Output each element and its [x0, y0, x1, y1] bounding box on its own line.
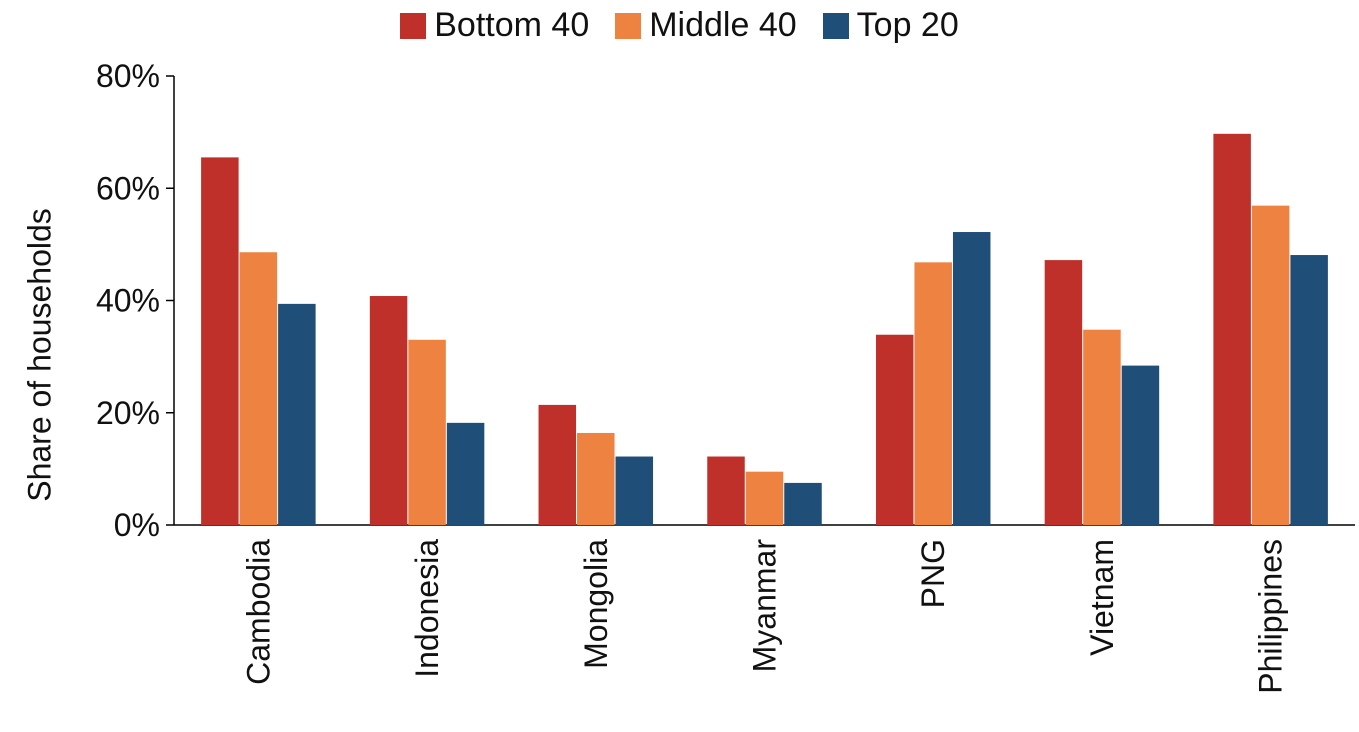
legend-item-bottom-40: Bottom 40 [400, 6, 589, 45]
legend-item-middle-40: Middle 40 [615, 6, 797, 45]
bar-middle-40 [914, 262, 952, 525]
bar-top-20 [1290, 255, 1328, 525]
bar-top-20 [615, 456, 654, 525]
bar-bottom-40 [875, 334, 914, 525]
x-tick-label: Myanmar [747, 539, 783, 673]
bar-middle-40 [577, 432, 615, 525]
bar-bottom-40 [201, 157, 239, 525]
y-tick-label: 80% [96, 58, 160, 94]
legend-swatch-top-20 [822, 12, 849, 39]
bar-top-20 [952, 232, 991, 525]
legend: Bottom 40 Middle 40 Top 20 [0, 6, 1359, 45]
legend-swatch-middle-40 [615, 12, 642, 39]
bar-top-20 [278, 303, 316, 525]
x-tick-label: Philippines [1253, 539, 1289, 694]
legend-label-middle-40: Middle 40 [649, 6, 797, 44]
bar-middle-40 [1083, 329, 1121, 525]
bar-bottom-40 [538, 404, 577, 525]
bar-middle-40 [239, 252, 278, 526]
bar-bottom-40 [1213, 133, 1251, 525]
x-tick-label: PNG [915, 539, 951, 608]
legend-label-bottom-40: Bottom 40 [434, 6, 590, 44]
bar-middle-40 [408, 339, 446, 525]
y-tick-label: 0% [114, 507, 160, 543]
y-tick-label: 40% [96, 283, 160, 319]
legend-item-top-20: Top 20 [822, 6, 959, 45]
y-tick-label: 60% [96, 170, 160, 206]
legend-swatch-bottom-40 [400, 12, 427, 39]
bar-middle-40 [1251, 205, 1290, 525]
bar-top-20 [784, 482, 822, 525]
x-tick-label: Mongolia [578, 539, 614, 669]
y-tick-label: 20% [96, 395, 160, 431]
x-tick-label: Indonesia [409, 539, 445, 678]
bar-middle-40 [745, 471, 784, 525]
bar-top-20 [446, 422, 485, 525]
legend-label-top-20: Top 20 [856, 6, 959, 44]
bar-bottom-40 [707, 456, 745, 525]
bar-bottom-40 [1044, 260, 1083, 525]
x-tick-label: Cambodia [240, 539, 276, 685]
bar-bottom-40 [369, 296, 408, 525]
x-tick-label: Vietnam [1084, 539, 1120, 656]
bar-top-20 [1121, 365, 1160, 525]
